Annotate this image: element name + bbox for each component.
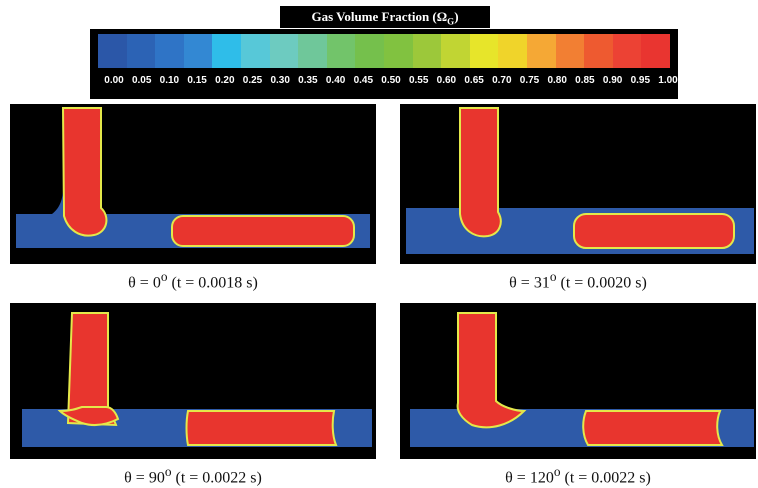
- colorbar-swatch: [584, 34, 613, 68]
- colorbar-tick-label: 0.70: [492, 75, 512, 86]
- caption-theta-31-prefix: θ = 31: [509, 274, 550, 292]
- colorbar-tick-label: 1.00: [658, 75, 678, 86]
- colorbar-swatch: [240, 34, 270, 68]
- colorbar-tick-label: 0.10: [159, 75, 180, 86]
- caption-theta-0-prefix: θ = 0: [128, 274, 161, 292]
- colorbar-tick-labels: 0.00 0.05 0.10 0.15 0.20 0.25 0.30 0.35 0.40 0.45…: [90, 75, 678, 91]
- caption-theta-90: θ = 90o (t = 0.0022 s): [124, 464, 262, 487]
- gas-slug: [185, 410, 338, 446]
- caption-theta-90-suffix: (t = 0.0022 s): [171, 469, 262, 487]
- simulation-panel-theta-120: [400, 303, 756, 459]
- colorbar-swatch: [526, 34, 556, 68]
- caption-theta-0: θ = 0o (t = 0.0018 s): [128, 269, 258, 292]
- caption-theta-120-degree: o: [553, 464, 561, 479]
- colorbar-tick-label: 0.85: [575, 75, 595, 86]
- colorbar-tick-label: 0.40: [325, 75, 346, 86]
- gas-slug: [171, 215, 355, 247]
- colorbar-tick-label: 0.55: [408, 75, 429, 86]
- colorbar-title: Gas Volume Fraction (ΩG): [280, 6, 490, 28]
- gas-bubble-base: [57, 406, 120, 427]
- simulation-snapshot-theta-90: [22, 312, 372, 447]
- colorbar-tick-label: 0.50: [381, 75, 401, 86]
- colorbar-title-text: Gas Volume Fraction (Ω: [311, 9, 448, 24]
- colorbar-title-close: ): [454, 9, 459, 24]
- simulation-panel-theta-0: [10, 104, 376, 264]
- colorbar-swatch: [155, 34, 184, 68]
- inlet-gas-column: [61, 107, 108, 237]
- colorbar-title-subscript: G: [447, 16, 455, 27]
- film-liquid-left: [52, 192, 63, 214]
- colorbar-tick-label: 0.15: [187, 75, 207, 86]
- caption-theta-0-degree: o: [160, 269, 168, 284]
- simulation-snapshot-theta-31: [406, 107, 754, 254]
- colorbar-tick-label: 0.35: [298, 75, 318, 86]
- colorbar-tick-label: 0.75: [519, 75, 540, 86]
- colorbar-swatch: [412, 34, 442, 68]
- gas-slug: [573, 213, 735, 249]
- colorbar-swatch: [641, 34, 670, 68]
- gas-slug: [582, 410, 724, 446]
- colorbar-tick-label: 0.80: [547, 75, 567, 86]
- colorbar: 0.00 0.05 0.10 0.15 0.20 0.25 0.30 0.35 0.40 0.45…: [90, 29, 678, 99]
- colorbar-swatch: [269, 34, 299, 68]
- colorbar-gradient: [98, 34, 670, 68]
- caption-theta-90-degree: o: [164, 464, 172, 479]
- colorbar-swatch: [298, 34, 327, 68]
- caption-theta-90-prefix: θ = 90: [124, 469, 165, 487]
- colorbar-swatch: [326, 34, 356, 68]
- colorbar-tick-label: 0.00: [104, 75, 124, 86]
- colorbar-swatch: [469, 34, 499, 68]
- colorbar-tick-label: 0.20: [215, 75, 235, 86]
- colorbar-tick-label: 0.90: [602, 75, 623, 86]
- colorbar-swatch: [498, 34, 527, 68]
- caption-theta-120-prefix: θ = 120: [505, 469, 554, 487]
- colorbar-swatch: [183, 34, 213, 68]
- caption-theta-0-suffix: (t = 0.0018 s): [167, 274, 258, 292]
- colorbar-tick-label: 0.25: [242, 75, 263, 86]
- colorbar-swatch: [98, 34, 127, 68]
- caption-theta-31-suffix: (t = 0.0020 s): [556, 274, 647, 292]
- colorbar-swatch: [355, 34, 384, 68]
- colorbar-tick-label: 0.45: [353, 75, 374, 86]
- colorbar-tick-label: 0.30: [270, 75, 290, 86]
- colorbar-swatch: [212, 34, 241, 68]
- colorbar-swatch: [612, 34, 642, 68]
- inlet-gas-column: [456, 312, 527, 429]
- colorbar-swatch: [126, 34, 156, 68]
- simulation-panel-theta-31: [400, 104, 756, 264]
- caption-theta-120: θ = 120o (t = 0.0022 s): [505, 464, 651, 487]
- caption-theta-120-suffix: (t = 0.0022 s): [560, 469, 651, 487]
- colorbar-tick-label: 0.65: [464, 75, 484, 86]
- caption-theta-31-degree: o: [549, 269, 557, 284]
- colorbar-tick-label: 0.95: [630, 75, 651, 86]
- colorbar-swatch: [555, 34, 585, 68]
- colorbar-swatch: [441, 34, 470, 68]
- colorbar-tick-label: 0.60: [436, 75, 457, 86]
- colorbar-swatch: [383, 34, 413, 68]
- simulation-snapshot-theta-0: [16, 107, 370, 248]
- simulation-snapshot-theta-120: [410, 312, 754, 447]
- simulation-panel-theta-90: [10, 303, 376, 459]
- colorbar-tick-label: 0.05: [131, 75, 152, 86]
- inlet-gas-column: [459, 107, 502, 238]
- caption-theta-31: θ = 31o (t = 0.0020 s): [509, 269, 647, 292]
